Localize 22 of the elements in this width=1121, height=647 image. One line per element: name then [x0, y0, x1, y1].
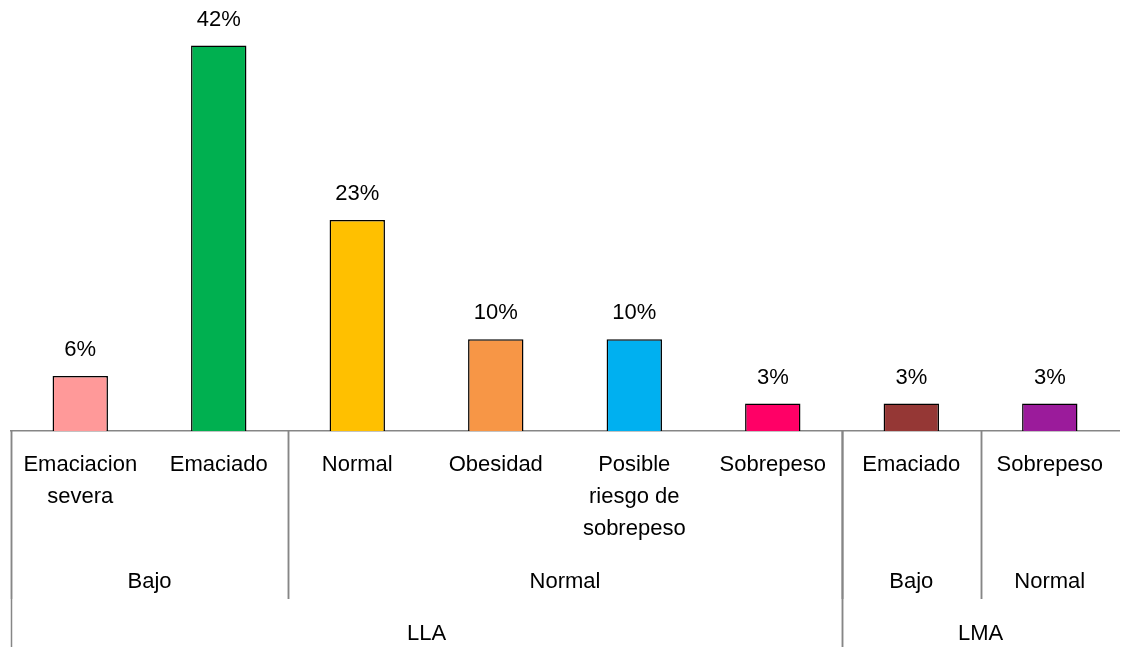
- x-tick-label: Sobrepeso: [996, 451, 1103, 477]
- data-label: 23%: [335, 179, 380, 205]
- text: LMA: [957, 620, 1004, 646]
- x-tick-label: Emaciado: [862, 451, 961, 477]
- x-tick-label: Obesidad: [448, 451, 543, 477]
- data-label: 10%: [473, 299, 518, 325]
- data-label: 42%: [196, 5, 241, 31]
- text: Bajo: [889, 568, 934, 594]
- x-tick-label: Emaciacion severa: [23, 451, 138, 509]
- x-tick-label: Emaciado: [169, 451, 268, 477]
- data-label: 10%: [612, 299, 657, 325]
- text: Normal: [529, 568, 601, 594]
- x-tick-label: Sobrepeso: [719, 451, 826, 477]
- x-tick-label: Normal: [321, 451, 393, 477]
- x-tick-label: Posible riesgo de sobrepeso: [582, 451, 686, 541]
- text: LLA: [406, 620, 447, 646]
- text: Bajo: [127, 568, 172, 594]
- text: Normal: [1014, 568, 1086, 594]
- data-label: 3%: [756, 363, 789, 389]
- data-label: 3%: [1033, 363, 1066, 389]
- data-label: 3%: [895, 363, 928, 389]
- data-label: 6%: [64, 336, 97, 361]
